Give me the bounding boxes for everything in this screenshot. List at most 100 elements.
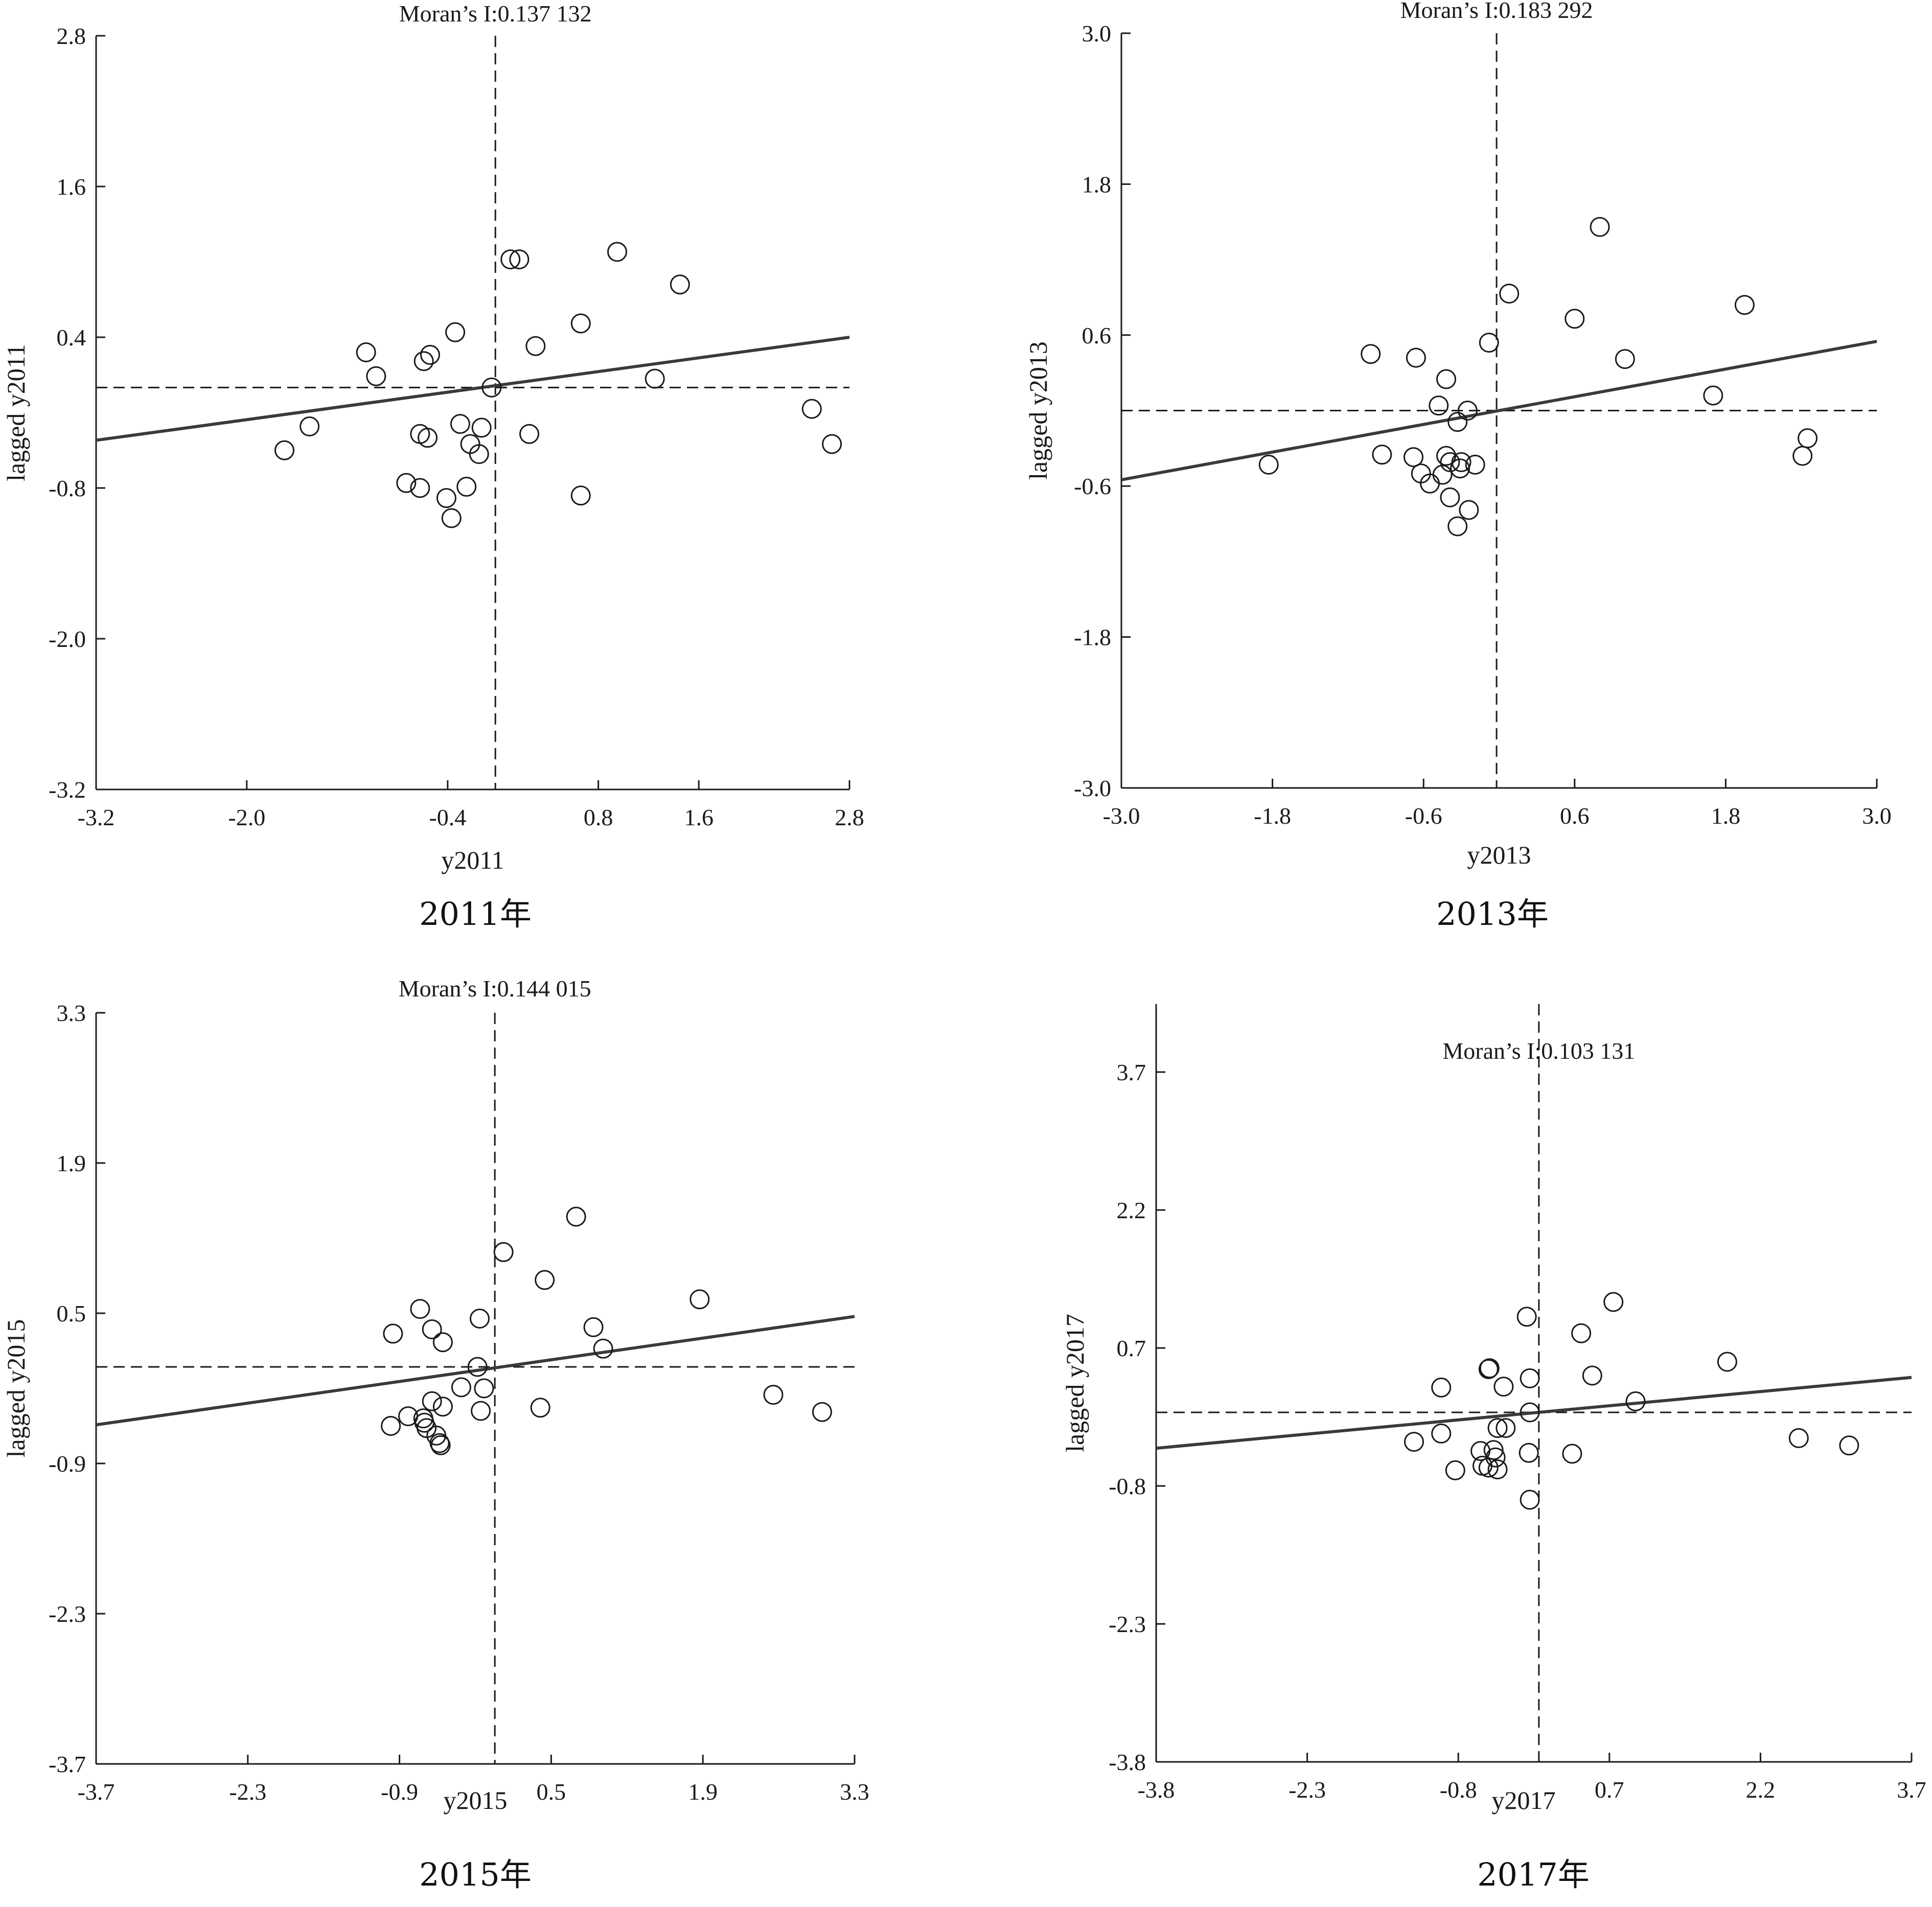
data-point [1447, 412, 1468, 432]
data-point [1372, 445, 1392, 465]
data-point [1459, 500, 1479, 520]
data-point [441, 508, 462, 528]
y-tick-label: 3.7 [1117, 1059, 1146, 1085]
x-tick-label: -3.8 [1138, 1777, 1175, 1803]
data-point [822, 434, 842, 454]
data-point [1403, 447, 1423, 468]
data-point [1520, 1368, 1540, 1388]
data-point [509, 249, 530, 270]
data-point [1487, 1418, 1508, 1438]
x-tick-label: 1.6 [684, 804, 714, 830]
data-point [1717, 1352, 1737, 1372]
data-point [1590, 217, 1610, 237]
y-tick-label: -0.8 [1109, 1473, 1146, 1499]
data-point [1431, 1377, 1452, 1398]
data-point [1431, 1423, 1452, 1444]
y-tick-label: -3.2 [49, 777, 86, 803]
x-tick-label: -0.8 [1440, 1777, 1477, 1803]
x-tick-label: 2.8 [835, 804, 864, 830]
data-point [467, 1357, 488, 1377]
data-point [1479, 1358, 1500, 1379]
data-point [500, 249, 521, 270]
y-tick-label: 0.7 [1117, 1335, 1146, 1361]
data-point [1457, 401, 1478, 421]
data-point [1406, 347, 1426, 368]
data-point [1404, 1432, 1424, 1452]
data-point [1520, 1402, 1540, 1423]
data-point [429, 1433, 450, 1453]
data-point [1447, 516, 1468, 537]
data-point [493, 1242, 514, 1262]
data-point [1361, 344, 1381, 364]
data-point [474, 1378, 494, 1399]
y-tick-label: 0.5 [57, 1300, 86, 1327]
y-tick-label: 0.6 [1082, 322, 1112, 348]
data-point [1571, 1323, 1592, 1343]
data-point [1565, 309, 1585, 329]
y-axis-label: lagged y2011 [2, 344, 30, 481]
data-point [1485, 1447, 1506, 1468]
data-point [1562, 1444, 1582, 1464]
data-point [413, 351, 434, 371]
x-tick-label: 0.6 [1560, 803, 1590, 829]
panel-caption: 2017年 [1477, 1856, 1590, 1893]
data-point [1582, 1365, 1602, 1386]
data-point [471, 1401, 491, 1421]
data-point [456, 477, 477, 497]
data-point [570, 485, 591, 506]
y-tick-label: -1.8 [1074, 624, 1111, 650]
x-axis-label: y2011 [441, 846, 504, 874]
x-tick-label: 2.2 [1746, 1777, 1776, 1803]
data-point [1603, 1292, 1624, 1312]
data-point [801, 399, 822, 419]
regression-line [96, 336, 850, 442]
panel-caption: 2015年 [419, 1856, 532, 1893]
x-axis-label: y2017 [1492, 1786, 1556, 1815]
regression-line [1156, 1376, 1912, 1450]
data-point [432, 1397, 453, 1417]
data-point [471, 417, 492, 438]
x-tick-label: 1.8 [1711, 803, 1741, 829]
y-axis-label: lagged y2013 [1024, 341, 1052, 480]
data-point [1839, 1435, 1859, 1456]
x-tick-label: 0.8 [584, 804, 613, 830]
data-point [396, 473, 417, 493]
data-point [1429, 396, 1449, 416]
y-tick-label: 2.2 [1117, 1197, 1146, 1223]
data-point [1703, 385, 1723, 406]
panel-2: -3.0 -1.8 -0.6 0.6 1.8 3.0 3.0 1.8 0.6 -0.6 -1.8 -3… [1024, 0, 1892, 933]
moran-title: Moran’s I:0.103 131 [1442, 1038, 1635, 1064]
data-point [1520, 1490, 1540, 1510]
y-tick-label: 1.8 [1082, 171, 1112, 197]
y-axis-label: lagged y2017 [1061, 1314, 1089, 1452]
data-point [418, 428, 438, 448]
data-point [356, 342, 376, 362]
data-point [1496, 1418, 1516, 1438]
data-point [300, 416, 320, 437]
data-point [451, 1377, 471, 1398]
data-point [1499, 284, 1520, 304]
y-axis-label: lagged y2015 [2, 1319, 30, 1458]
x-tick-label: -3.7 [78, 1779, 115, 1805]
y-tick-label: -3.7 [49, 1751, 86, 1777]
data-point [1258, 454, 1279, 475]
moran-title: Moran’s I:0.144 015 [399, 975, 591, 1002]
data-point [1615, 349, 1635, 369]
data-point [366, 366, 386, 386]
data-point [1479, 333, 1499, 353]
data-point [436, 488, 456, 508]
panel-1: -3.2 -2.0 -0.4 0.8 1.6 2.8 2.8 1.6 0.4 -0.8 -2.0 -3… [2, 1, 864, 933]
moran-title: Moran’s I:0.183 292 [1400, 0, 1593, 23]
y-tick-label: 3.3 [57, 1000, 86, 1026]
y-tick-label: 2.8 [57, 23, 86, 49]
data-point [422, 1391, 442, 1411]
data-point [607, 242, 628, 262]
y-tick-label: -2.3 [49, 1601, 86, 1627]
x-axis-label: y2013 [1467, 841, 1531, 869]
data-point [1487, 1459, 1508, 1480]
panel-4: -3.8 -2.3 -0.8 0.7 2.2 3.7 3.7 2.2 0.7 -0.8 -2.3 -3… [1061, 1004, 1926, 1893]
data-point [1440, 487, 1460, 507]
y-tick-label: -3.0 [1074, 775, 1111, 801]
data-point [763, 1385, 784, 1405]
